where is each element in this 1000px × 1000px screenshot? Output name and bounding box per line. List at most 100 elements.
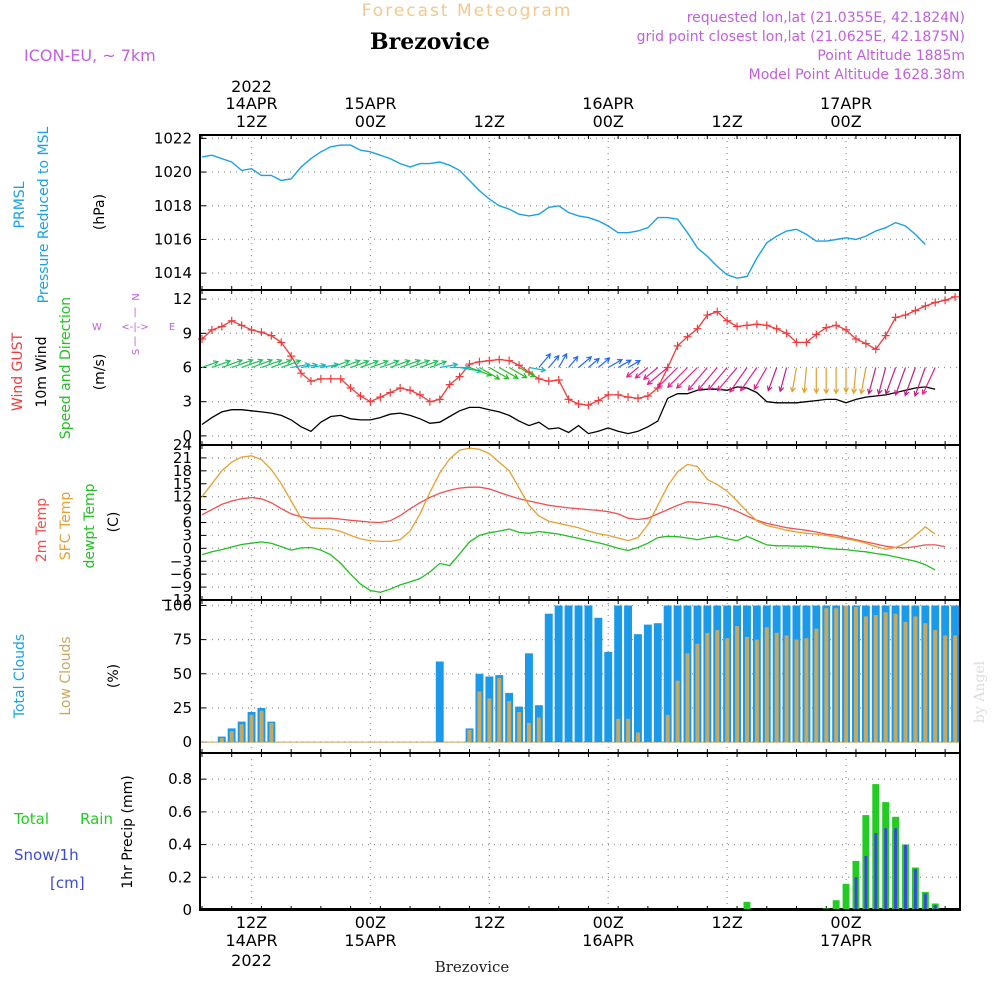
total-cloud-bar (624, 605, 632, 743)
low-cloud-bar (665, 714, 670, 743)
p3-ytick-label-2: −6 (170, 565, 192, 583)
wind-direction-arrow (548, 354, 560, 368)
p2-ytick-label-0: 0 (182, 427, 192, 445)
app-title: Forecast Meteogram (362, 1, 573, 21)
p5-label-d: [cm] (50, 874, 85, 892)
gust-marker (683, 332, 692, 341)
low-cloud-bar (933, 630, 938, 743)
wind-direction-arrow (370, 359, 390, 369)
p2-ytick-label-4: 12 (173, 290, 192, 308)
total-cloud-bar (554, 605, 563, 743)
p3-ytick-label-9: 15 (173, 475, 192, 493)
wind-direction-arrow (429, 360, 448, 369)
wind-direction-arrow (642, 367, 659, 381)
p2-unit: (m/s) (92, 354, 108, 391)
model-label: ICON-EU, ~ 7km (24, 46, 156, 65)
gust-marker (673, 341, 682, 350)
p4-ytick-label-0: 0 (182, 733, 192, 751)
p3-ytick-label-7: 9 (182, 501, 192, 519)
wind-direction-arrow (843, 367, 849, 394)
wind-direction-arrow (876, 367, 887, 396)
wind-direction-arrow (558, 352, 568, 368)
bottom-year-label-0: 2022 (231, 951, 272, 970)
wind-direction-arrow (707, 367, 728, 391)
low-cloud-bar (497, 677, 502, 743)
gust-marker (257, 328, 266, 337)
gust-marker (633, 394, 642, 403)
p4-label-b: Low Clouds (58, 636, 74, 715)
wind-direction-arrow (813, 367, 820, 395)
wind-direction-arrow (508, 366, 528, 379)
wind-direction-arrow (884, 367, 897, 396)
gust-marker (851, 335, 860, 344)
wind-direction-arrow (479, 366, 501, 380)
credit: by Angel (972, 660, 988, 723)
p1-ytick-label-3: 1020 (154, 163, 192, 181)
top-date-label-0: 14APR (225, 94, 277, 113)
bottom-date-label-3: 16APR (582, 931, 634, 950)
wind-direction-arrow (330, 359, 351, 369)
gust-marker (653, 384, 662, 393)
p5-label-b: Rain (80, 810, 113, 828)
gust-marker (485, 356, 494, 365)
low-cloud-bar (903, 621, 908, 743)
wind-gust-line (201, 296, 956, 406)
total-cloud-bar (435, 661, 444, 743)
gust-marker (237, 321, 246, 330)
compass-w: W (92, 322, 102, 333)
gust-marker (336, 374, 345, 383)
wind-direction-arrow (801, 367, 808, 394)
p3-ytick-label-11: 21 (173, 449, 192, 467)
wind-direction-arrow (753, 367, 768, 391)
wind-direction-arrow (859, 367, 867, 395)
gust-marker (415, 390, 424, 399)
gust-marker (713, 307, 722, 316)
p3-ytick-label-12: 24 (173, 436, 192, 454)
wind-direction-arrow (380, 359, 400, 369)
p2-label-b: 10m Wind (34, 336, 50, 407)
wind-direction-arrow (409, 359, 431, 369)
compass-e: E (169, 322, 175, 333)
gust-marker (396, 384, 405, 393)
wind-direction-arrow (201, 360, 220, 369)
low-cloud-bar (685, 653, 690, 743)
wind-direction-arrow (625, 367, 639, 378)
gust-marker (901, 311, 910, 320)
p3-ytick-label-5: 3 (182, 526, 192, 544)
top-hour-label-5: 00Z (830, 112, 861, 131)
low-cloud-bar (854, 606, 858, 742)
gust-marker (911, 306, 920, 315)
total-cloud-bar (584, 605, 593, 743)
wind-direction-arrow (766, 367, 778, 392)
bottom-hour-label-0: 12Z (236, 913, 267, 932)
top-hour-label-2: 12Z (474, 112, 505, 131)
gust-marker (465, 360, 474, 369)
compass-v2: | (133, 336, 136, 347)
total-cloud-bar (643, 624, 652, 743)
wind-direction-arrow (399, 359, 422, 369)
low-cloud-bar (764, 627, 769, 743)
temp-sfc-line (201, 447, 936, 550)
wind-direction-arrow (241, 358, 264, 369)
snow-bar (864, 856, 868, 910)
wind-direction-arrow (281, 359, 302, 369)
wind-direction-arrow (697, 367, 718, 391)
top-hour-label-0: 12Z (236, 112, 267, 131)
bottom-hour-label-1: 00Z (355, 913, 386, 932)
gust-marker (217, 322, 226, 331)
wind-direction-arrow (823, 367, 830, 395)
gust-marker (792, 338, 801, 347)
gust-marker (306, 377, 315, 386)
wind-direction-arrow (528, 366, 547, 373)
snow-bar (904, 844, 907, 910)
bottom-hour-label-4: 12Z (711, 913, 742, 932)
wind-direction-arrow (350, 359, 370, 369)
wind-direction-arrow (607, 358, 623, 369)
wind-direction-arrow (489, 366, 510, 380)
low-cloud-bar (754, 639, 759, 743)
temp-2m-line (201, 486, 946, 549)
wind-direction-arrow (833, 367, 840, 395)
low-cloud-bar (774, 632, 779, 743)
low-cloud-bar (923, 623, 928, 742)
wind-direction-arrow (851, 367, 857, 395)
